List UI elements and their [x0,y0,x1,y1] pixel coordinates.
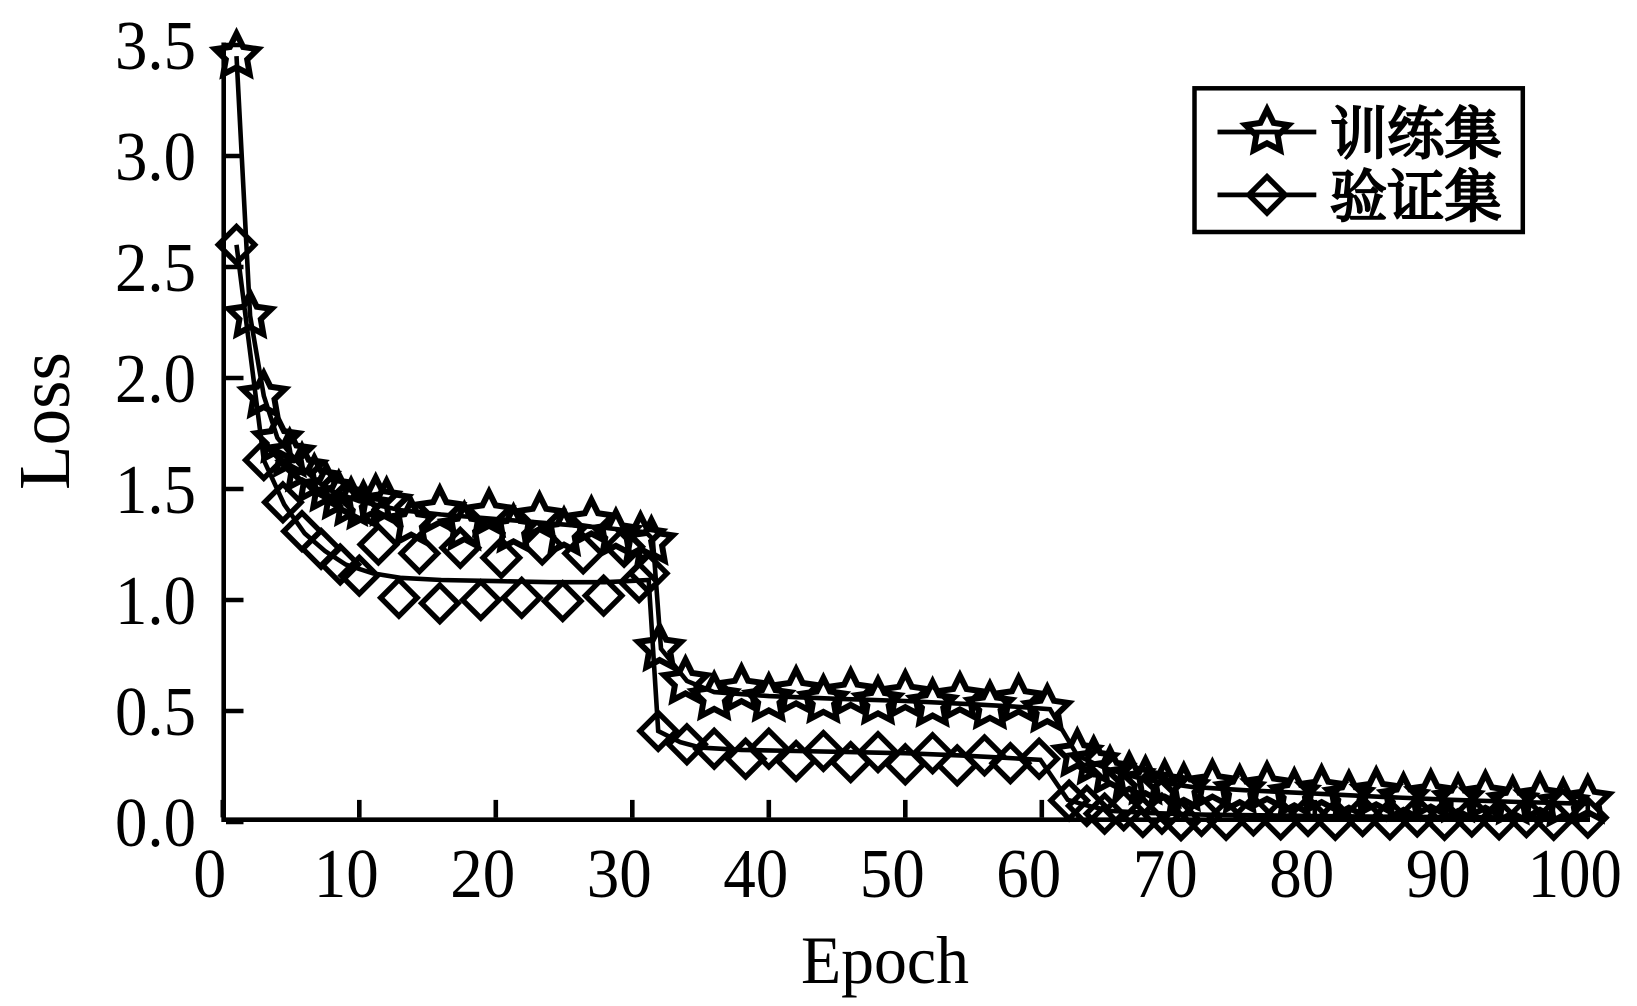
svg-text:20: 20 [450,836,515,913]
svg-text:0.0: 0.0 [115,785,196,862]
svg-text:90: 90 [1406,836,1471,913]
svg-text:3.5: 3.5 [115,8,196,85]
svg-text:100: 100 [1528,836,1622,913]
svg-text:30: 30 [587,836,652,913]
svg-text:2.5: 2.5 [115,230,196,307]
svg-text:3.0: 3.0 [115,119,196,196]
svg-text:0: 0 [193,836,226,913]
svg-text:0.5: 0.5 [115,674,196,751]
svg-text:80: 80 [1269,836,1334,913]
svg-text:60: 60 [996,836,1061,913]
svg-text:Epoch: Epoch [801,922,969,998]
svg-text:1.5: 1.5 [115,452,196,529]
svg-text:2.0: 2.0 [115,341,196,418]
svg-text:50: 50 [860,836,925,913]
svg-text:70: 70 [1133,836,1198,913]
svg-text:Loss: Loss [4,352,85,490]
svg-text:1.0: 1.0 [115,563,196,640]
svg-text:10: 10 [314,836,379,913]
svg-text:40: 40 [723,836,788,913]
